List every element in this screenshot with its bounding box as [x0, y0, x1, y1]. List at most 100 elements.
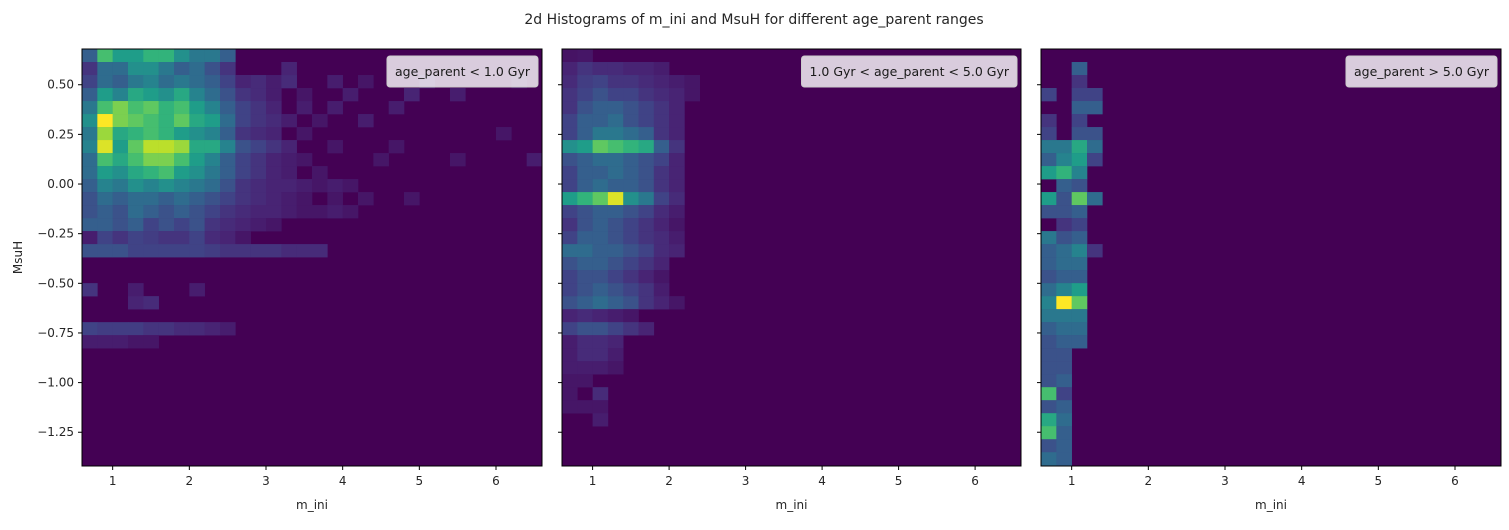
histogram-cell — [562, 49, 578, 63]
histogram-cell — [112, 166, 129, 180]
histogram-cell — [158, 62, 175, 76]
histogram-cell — [1041, 296, 1057, 310]
histogram-cell — [577, 257, 593, 271]
annotation-box: age_parent > 5.0 Gyr — [1345, 55, 1498, 88]
histogram-cell — [128, 75, 144, 89]
histogram-cell — [97, 192, 113, 206]
histogram-cell — [1056, 413, 1072, 427]
histogram-cell — [235, 140, 251, 154]
histogram-cell — [607, 153, 624, 167]
histogram-cell — [684, 88, 700, 102]
histogram-cell — [562, 101, 578, 115]
histogram-cell — [562, 322, 578, 336]
histogram-cell — [220, 166, 236, 180]
histogram-cell — [97, 244, 113, 258]
histogram-cell — [592, 296, 609, 310]
histogram-cell — [1056, 348, 1072, 362]
histogram-cell — [1056, 452, 1072, 466]
histogram-cell — [342, 88, 359, 102]
histogram-cell — [174, 62, 190, 76]
histogram-cell — [623, 62, 639, 76]
histogram-cell — [128, 114, 144, 128]
histogram-cell — [607, 114, 624, 128]
histogram-cell — [592, 205, 609, 219]
histogram-cell — [592, 114, 609, 128]
x-axis-label: m_ini — [1255, 498, 1287, 512]
histogram-cell — [174, 322, 190, 336]
histogram-cell — [1071, 88, 1088, 102]
histogram-cell — [607, 101, 624, 115]
histogram-cell — [638, 283, 655, 297]
histogram-cell — [653, 283, 670, 297]
histogram-cell — [638, 270, 655, 284]
histogram-cell — [1056, 140, 1072, 154]
y-tick-label: −1.25 — [37, 425, 74, 439]
histogram-cell — [204, 101, 221, 115]
histogram-cell — [158, 101, 175, 115]
histogram-cell — [128, 179, 144, 193]
histogram-cell — [204, 75, 221, 89]
histogram-cell — [1056, 270, 1072, 284]
histogram-cell — [1071, 296, 1088, 310]
histogram-cell — [1071, 192, 1088, 206]
histogram-cell — [250, 166, 267, 180]
histogram-cell — [158, 114, 175, 128]
histogram-cell — [1087, 88, 1103, 102]
histogram-cell — [174, 244, 190, 258]
histogram-cell — [1041, 283, 1057, 297]
histogram-cell — [1071, 101, 1088, 115]
histogram-cell — [235, 231, 251, 245]
histogram-cell — [1041, 205, 1057, 219]
histogram-cell — [638, 296, 655, 310]
x-axis-label: m_ini — [776, 498, 808, 512]
histogram-cell — [653, 205, 670, 219]
histogram-cell — [281, 192, 297, 206]
histogram-cell — [143, 88, 159, 102]
annotation-box: age_parent < 1.0 Gyr — [386, 55, 539, 88]
histogram-cell — [266, 218, 282, 232]
histogram-cell — [174, 101, 190, 115]
histogram-cell — [562, 75, 578, 89]
histogram-cell — [562, 127, 578, 141]
histogram-cell — [562, 335, 578, 349]
histogram-cell — [592, 75, 609, 89]
histogram-cell — [592, 166, 609, 180]
histogram-cell — [158, 205, 175, 219]
histogram-cell — [638, 192, 655, 206]
histogram-cell — [1071, 335, 1088, 349]
histogram-cell — [1071, 153, 1088, 167]
histogram-cell — [312, 205, 328, 219]
histogram-cell — [296, 153, 313, 167]
histogram-cell — [158, 166, 175, 180]
histogram-cell — [143, 244, 159, 258]
histogram-cell — [82, 75, 98, 89]
histogram-cell — [204, 322, 221, 336]
histogram-cell — [143, 127, 159, 141]
histogram-cell — [128, 283, 144, 297]
histogram-cell — [128, 192, 144, 206]
histogram-cell — [607, 179, 624, 193]
histogram-cell — [143, 231, 159, 245]
histogram-cell — [1071, 231, 1088, 245]
histogram-cell — [128, 296, 144, 310]
histogram-cell — [189, 166, 205, 180]
histogram-cell — [97, 62, 113, 76]
histogram-cell — [97, 231, 113, 245]
histogram-cell — [112, 335, 129, 349]
histogram-cell — [669, 192, 685, 206]
panel-3: 1 2 3 4 5 6 m_ini age_parent > 5.0 Gyr — [1037, 48, 1502, 512]
histogram-cell — [128, 88, 144, 102]
histogram-cell — [174, 192, 190, 206]
histogram-cell — [623, 153, 639, 167]
histogram-cell — [562, 192, 578, 206]
histogram-cell — [623, 205, 639, 219]
panel-1: 1 2 3 4 5 6 0.50 0.25 0.00 −0.25 −0.50 −0.75 −1.00 −1… — [11, 48, 543, 512]
histogram-cell — [235, 114, 251, 128]
histogram-cell — [235, 166, 251, 180]
y-tick-label: 0.50 — [47, 78, 74, 92]
histogram-cell — [450, 153, 466, 167]
histogram-cell — [623, 192, 639, 206]
histogram-cell — [669, 75, 685, 89]
histogram-cell — [1041, 361, 1057, 375]
histogram-cell — [97, 88, 113, 102]
